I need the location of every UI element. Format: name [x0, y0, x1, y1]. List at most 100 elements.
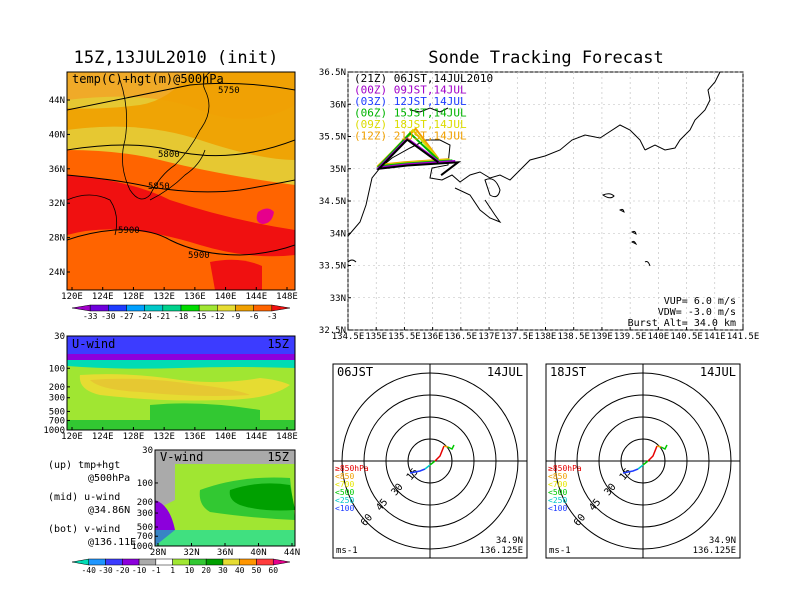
y-tick-label: 40N	[49, 130, 65, 140]
contour-label: 5900	[118, 226, 140, 236]
colorbar-swatch	[88, 558, 106, 566]
colorbar-swatch	[271, 304, 291, 312]
track-legend: (21Z) 06JST,14JUL2010(00Z) 09JST,14JUL(0…	[354, 72, 493, 143]
y-tick-label: 36N	[330, 100, 346, 110]
flight-parameters: VUP= 6.0 m/s VDW= -3.0 m/s Burst Alt= 34…	[628, 296, 736, 329]
hodograph-ring	[598, 416, 688, 506]
note-up-2: @500hPa	[88, 473, 130, 484]
v-wind-label: V-wind	[160, 450, 203, 464]
note-mid-2: @34.86N	[88, 505, 130, 516]
hodograph-legend-entry: <700	[335, 480, 354, 489]
colorbar-tick-label: -15	[192, 312, 207, 321]
track-legend-entry: (06Z) 15JST,14JUL	[354, 107, 467, 120]
colorbar-swatch	[126, 304, 145, 312]
hodograph-unit: ms-1	[336, 546, 358, 556]
colorbar-swatch	[105, 558, 123, 566]
right-title: Sonde Tracking Forecast	[428, 48, 663, 68]
hodograph-legend-entry: <850	[548, 472, 567, 481]
colorbar-swatch	[253, 304, 273, 312]
track-line	[376, 138, 462, 176]
y-tick-label: 33N	[330, 294, 346, 304]
y-tick-label: 100	[49, 364, 65, 374]
colorbar-swatch	[172, 558, 190, 566]
hodograph-legend-entry: <700	[548, 480, 567, 489]
y-tick-label: 33.5N	[319, 262, 346, 272]
colorbar-swatch	[144, 304, 164, 312]
note-up-1: (up) tmp+hgt	[48, 460, 120, 471]
note-mid-1: (mid) u-wind	[48, 492, 120, 503]
x-tick-label: 140E	[215, 432, 237, 442]
colorbar-tick-label: -20	[115, 566, 130, 575]
hodograph-ring	[341, 372, 519, 550]
colorbar-swatch	[235, 304, 254, 312]
track-lines	[376, 127, 462, 176]
temp-height-panel: temp(C)+hgt(m)@500hPa 5750 5800 5850 590…	[49, 71, 298, 302]
x-tick-label: 138E	[535, 332, 557, 342]
note-bot-2: @136.11E	[88, 537, 136, 548]
vdw-text: VDW= -3.0 m/s	[658, 307, 736, 318]
y-tick-label: 32.5N	[319, 326, 346, 336]
u-wind-time: 15Z	[267, 337, 289, 351]
hodograph-trace	[409, 468, 426, 474]
x-tick-label: 136E	[422, 332, 444, 342]
x-tick-label: 139.5E	[614, 332, 647, 342]
x-tick-label: 144E	[245, 432, 267, 442]
hodograph-location-lat: 34.9N	[496, 536, 523, 546]
hodograph-legend-entry: <250	[335, 496, 354, 505]
u-wind-label: U-wind	[72, 337, 115, 351]
colorbar-tick-label: -3	[267, 312, 277, 321]
colorbar-tick-label: 60	[268, 566, 278, 575]
x-tick-label: 144E	[245, 292, 267, 302]
colorbar-tick-label: -33	[83, 312, 98, 321]
hodograph-legend-entry: ≥850hPa	[335, 464, 369, 473]
p2-x-axis: 120E 124E 128E 132E 136E 140E 144E 148E	[61, 427, 298, 442]
x-tick-label: 141.5E	[727, 332, 760, 342]
x-tick-label: 132E	[153, 292, 175, 302]
x-tick-label: 136E	[184, 432, 206, 442]
p1-x-axis: 120E 124E 128E 132E 136E 140E 144E 148E	[61, 287, 298, 302]
hodograph-ring	[576, 394, 710, 528]
x-tick-label: 28N	[150, 548, 166, 558]
colorbar-tick-label: -40	[82, 566, 97, 575]
colorbar-swatch	[155, 558, 173, 566]
p1-y-axis: 44N 40N 36N 32N 28N 24N	[49, 96, 70, 278]
x-tick-label: 36N	[217, 548, 233, 558]
hodograph-legend-entry: <500	[335, 488, 354, 497]
y-tick-label: 300	[49, 394, 65, 404]
y-tick-label: 36.5N	[319, 68, 346, 78]
hodograph-ring	[363, 394, 497, 528]
x-tick-label: 140E	[215, 292, 237, 302]
hodograph-location-lon: 136.125E	[480, 546, 523, 556]
colorbar-swatch	[272, 558, 291, 566]
hodograph-trace	[424, 464, 431, 470]
p3-x-axis: 28N 32N 36N 40N 44N	[150, 543, 300, 558]
colorbar-swatch	[222, 558, 240, 566]
hodograph-trace	[637, 464, 644, 470]
x-tick-label: 139E	[591, 332, 613, 342]
y-tick-label: 200	[137, 498, 153, 508]
colorbar-tick-label: -9	[231, 312, 241, 321]
y-tick-label: 36N	[49, 165, 65, 175]
contour-label: 5900	[188, 251, 210, 261]
contour-label: 5850	[148, 182, 170, 192]
hodograph-legend-entry: <500	[548, 488, 567, 497]
x-tick-label: 138.5E	[557, 332, 590, 342]
y-tick-label: 700	[49, 416, 65, 426]
panel-notes: (up) tmp+hgt @500hPa (mid) u-wind @34.86…	[48, 460, 136, 548]
y-tick-label: 24N	[49, 268, 65, 278]
x-tick-label: 135E	[365, 332, 387, 342]
track-legend-entry: (00Z) 09JST,14JUL	[354, 84, 467, 97]
colorbar-swatch	[138, 558, 157, 566]
contour-label: 5750	[218, 86, 240, 96]
colorbar-swatch	[162, 304, 182, 312]
u-wind-panel: U-wind 15Z 120E 124E 128E 132E 136E 140E 144E 1…	[43, 332, 298, 442]
hodograph-trace	[622, 468, 639, 474]
colorbar-tick-label: -30	[101, 312, 116, 321]
colorbar-swatch	[71, 558, 90, 566]
x-tick-label: 137E	[478, 332, 500, 342]
hodograph-trace	[660, 444, 668, 451]
colorbar-swatch	[239, 558, 257, 566]
